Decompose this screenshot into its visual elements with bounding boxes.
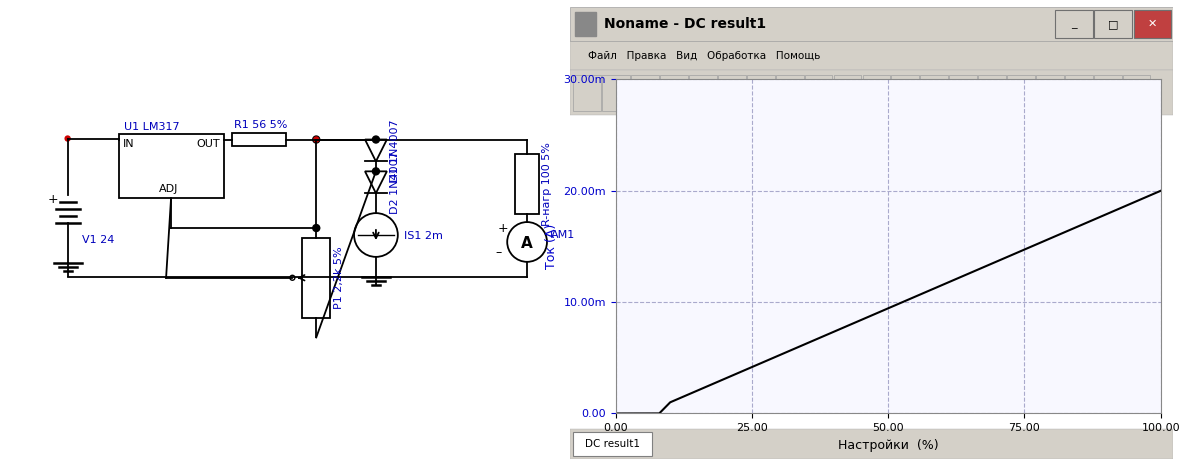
Bar <box>574 75 601 111</box>
Text: V1 24: V1 24 <box>81 235 113 245</box>
Bar <box>1134 10 1170 38</box>
Text: Файл   Правка   Вид   Обработка   Помощь: Файл Правка Вид Обработка Помощь <box>588 51 821 60</box>
Bar <box>689 75 717 111</box>
Bar <box>119 133 223 198</box>
Bar <box>632 75 659 111</box>
Bar <box>302 238 331 318</box>
Text: –: – <box>495 246 502 259</box>
Bar <box>862 75 890 111</box>
Bar <box>1056 10 1092 38</box>
Bar <box>920 75 948 111</box>
Bar <box>570 70 1173 116</box>
Bar <box>570 7 1173 41</box>
Bar <box>950 75 977 111</box>
Bar <box>1065 75 1092 111</box>
Text: R1 56 5%: R1 56 5% <box>234 120 287 130</box>
Text: D2 1N4007: D2 1N4007 <box>390 151 400 214</box>
Text: ADJ: ADJ <box>159 184 178 194</box>
Circle shape <box>372 168 379 175</box>
Bar <box>1036 75 1064 111</box>
Bar <box>1007 75 1035 111</box>
Text: _: _ <box>1071 19 1077 29</box>
Bar <box>515 154 539 214</box>
Bar <box>892 75 919 111</box>
Text: DC result1: DC result1 <box>585 439 640 449</box>
Circle shape <box>372 136 379 143</box>
Bar <box>1095 10 1131 38</box>
Text: R-нагр 100 5%: R-нагр 100 5% <box>542 142 552 226</box>
Bar <box>746 75 775 111</box>
Text: IN: IN <box>123 139 135 149</box>
Bar <box>776 75 803 111</box>
Bar <box>660 75 687 111</box>
Bar <box>1094 75 1122 111</box>
Text: Noname - DC result1: Noname - DC result1 <box>603 17 765 31</box>
Text: D1 1N4007: D1 1N4007 <box>390 119 400 182</box>
Bar <box>978 75 1006 111</box>
Text: AM1: AM1 <box>552 230 575 240</box>
Bar <box>602 75 629 111</box>
Text: ✕: ✕ <box>1148 19 1157 29</box>
Text: P1 2,2k 5%: P1 2,2k 5% <box>334 247 344 309</box>
Circle shape <box>313 225 320 232</box>
Text: □: □ <box>1108 19 1118 29</box>
Circle shape <box>65 136 70 141</box>
Text: A: A <box>521 236 533 251</box>
Bar <box>575 12 596 37</box>
Bar <box>570 429 1173 459</box>
Text: IS1 2m: IS1 2m <box>404 231 443 241</box>
Bar <box>574 431 652 456</box>
Y-axis label: Ток (A): Ток (A) <box>544 224 557 269</box>
Bar <box>718 75 745 111</box>
Bar <box>804 75 833 111</box>
Circle shape <box>313 136 320 143</box>
Bar <box>231 132 287 146</box>
Text: OUT: OUT <box>196 139 220 149</box>
Circle shape <box>314 137 319 142</box>
Text: +: + <box>47 193 58 206</box>
X-axis label: Настройки  (%): Настройки (%) <box>837 439 939 452</box>
Bar <box>834 75 861 111</box>
Bar <box>1123 75 1150 111</box>
Text: +: + <box>497 222 508 235</box>
Text: U1 LM317: U1 LM317 <box>124 122 180 132</box>
Bar <box>570 41 1173 70</box>
